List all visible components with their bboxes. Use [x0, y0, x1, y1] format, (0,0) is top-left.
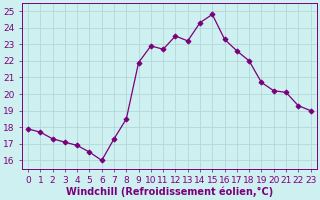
X-axis label: Windchill (Refroidissement éolien,°C): Windchill (Refroidissement éolien,°C) — [66, 187, 273, 197]
